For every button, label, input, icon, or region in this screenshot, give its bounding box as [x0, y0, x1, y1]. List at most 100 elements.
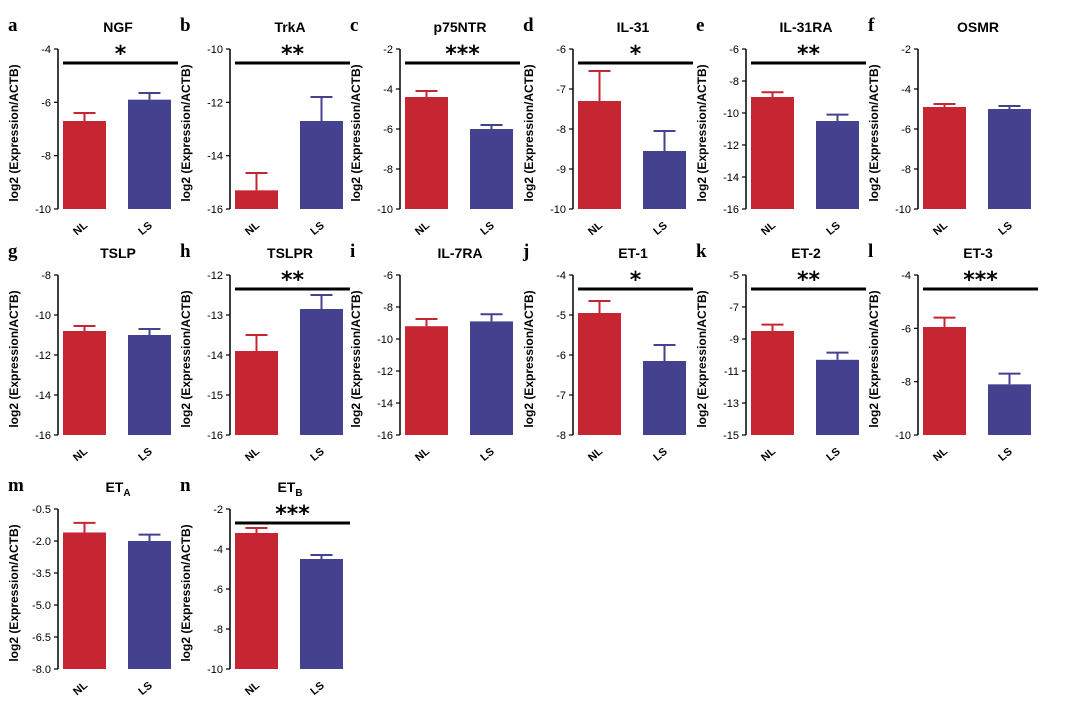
- y-tick-label: -14: [207, 350, 223, 362]
- x-category-label: LS: [478, 446, 496, 464]
- y-tick-label: -6: [901, 323, 911, 335]
- y-tick-label: -10: [35, 310, 51, 322]
- significance-stars: ***: [963, 268, 998, 293]
- panel-title-subscript: B: [295, 488, 302, 499]
- panel-letter: j: [522, 241, 529, 262]
- panel-letter: c: [350, 15, 358, 36]
- x-category-label: LS: [308, 220, 326, 238]
- y-tick-label: -10: [895, 430, 911, 442]
- x-category-label: NL: [71, 679, 90, 698]
- y-tick-label: -11: [724, 366, 739, 378]
- significance-stars: **: [281, 268, 305, 293]
- y-axis-label: log2 (Expression/ACTB): [349, 290, 363, 427]
- x-category-label: LS: [136, 680, 154, 698]
- y-tick-label: -4: [213, 544, 223, 556]
- bar-ls: [816, 121, 859, 209]
- bar-nl: [63, 331, 106, 435]
- significance-stars: **: [797, 268, 821, 293]
- significance-stars: ***: [445, 42, 480, 67]
- bar-nl: [63, 532, 106, 669]
- bar-nl: [751, 331, 794, 435]
- panel-k: k ET-2 log2 (Expression/ACTB) -5 -7 -9 -11 -13 -…: [695, 241, 866, 464]
- bar-ls: [128, 541, 171, 669]
- y-tick-label: -13: [207, 310, 223, 322]
- bar-ls: [988, 109, 1031, 209]
- y-axis-label: log2 (Expression/ACTB): [179, 290, 193, 427]
- y-tick-label: -8: [213, 624, 223, 636]
- y-tick-label: -8: [41, 270, 51, 282]
- y-tick-label: -10: [895, 204, 911, 216]
- x-category-label: LS: [651, 220, 669, 238]
- panel-title: IL-31: [617, 19, 650, 35]
- x-category-label: NL: [71, 219, 90, 238]
- y-tick-label: -8: [729, 76, 739, 88]
- y-axis-label: log2 (Expression/ACTB): [179, 524, 193, 661]
- panel-title: TSLPR: [267, 245, 313, 261]
- panel-title: TSLP: [100, 245, 136, 261]
- bar-nl: [751, 97, 794, 209]
- panel-b: b TrkA log2 (Expression/ACTB) -10 -12 -14 -16 N…: [179, 15, 350, 238]
- y-tick-label: -9: [729, 334, 739, 346]
- bar-ls: [300, 121, 343, 209]
- panel-title-main: TSLP: [100, 245, 136, 261]
- panel-letter: a: [8, 15, 18, 36]
- panel-title: ETB: [277, 479, 302, 499]
- y-axis-label: log2 (Expression/ACTB): [349, 64, 363, 201]
- x-category-label: LS: [136, 446, 154, 464]
- panel-letter: k: [696, 241, 707, 262]
- bar-nl: [923, 107, 966, 209]
- significance-stars: *: [630, 42, 642, 67]
- x-category-label: LS: [996, 220, 1014, 238]
- y-tick-label: -6: [213, 584, 223, 596]
- significance-stars: **: [797, 42, 821, 67]
- panel-title-subscript: A: [123, 488, 130, 499]
- y-tick-label: -4: [901, 84, 911, 96]
- panel-title: p75NTR: [434, 19, 487, 35]
- significance-stars: **: [281, 42, 305, 67]
- x-category-label: LS: [308, 446, 326, 464]
- x-category-label: NL: [413, 445, 432, 464]
- y-tick-label: -6.5: [32, 632, 51, 644]
- panel-title: IL-7RA: [437, 245, 482, 261]
- panel-title-main: OSMR: [957, 19, 999, 35]
- significance-stars: *: [115, 42, 127, 67]
- x-category-label: LS: [651, 446, 669, 464]
- y-tick-label: -8: [901, 377, 911, 389]
- y-tick-label: -10: [550, 204, 566, 216]
- panel-title-main: TrkA: [274, 19, 305, 35]
- bar-ls: [470, 129, 513, 209]
- y-tick-label: -6: [556, 44, 566, 56]
- bar-ls: [300, 309, 343, 435]
- bar-nl: [63, 121, 106, 209]
- panel-a: a NGF log2 (Expression/ACTB) -4 -6 -8 -10 NL LS *: [7, 15, 178, 238]
- y-tick-label: -12: [723, 140, 739, 152]
- panel-letter: d: [523, 15, 534, 36]
- y-tick-label: -2.0: [32, 536, 51, 548]
- y-tick-label: -15: [723, 430, 739, 442]
- y-tick-label: -8: [383, 302, 393, 314]
- x-category-label: LS: [136, 220, 154, 238]
- y-axis-label: log2 (Expression/ACTB): [179, 64, 193, 201]
- x-category-label: NL: [413, 219, 432, 238]
- y-tick-label: -7: [729, 302, 739, 314]
- y-tick-label: -6: [383, 270, 393, 282]
- y-tick-label: -14: [35, 390, 51, 402]
- y-tick-label: -9: [556, 164, 566, 176]
- panel-letter: e: [696, 15, 704, 36]
- bar-nl: [235, 533, 278, 669]
- x-category-label: NL: [243, 679, 262, 698]
- y-tick-label: -4: [901, 270, 911, 282]
- bar-ls: [816, 359, 859, 435]
- panel-title-main: NGF: [103, 19, 133, 35]
- y-tick-label: -5.0: [32, 600, 51, 612]
- panel-title-main: ET: [277, 479, 295, 495]
- panel-c: c p75NTR log2 (Expression/ACTB) -2 -4 -6 -8 -10…: [349, 15, 520, 238]
- panel-i: i IL-7RA log2 (Expression/ACTB) -6 -8 -10 -12 -…: [349, 241, 513, 464]
- panel-title-main: p75NTR: [434, 19, 487, 35]
- y-tick-label: -8: [901, 164, 911, 176]
- x-category-label: NL: [931, 445, 950, 464]
- x-category-label: LS: [478, 220, 496, 238]
- y-tick-label: -10: [377, 204, 393, 216]
- bar-ls: [643, 361, 686, 435]
- y-tick-label: -0.5: [32, 504, 51, 516]
